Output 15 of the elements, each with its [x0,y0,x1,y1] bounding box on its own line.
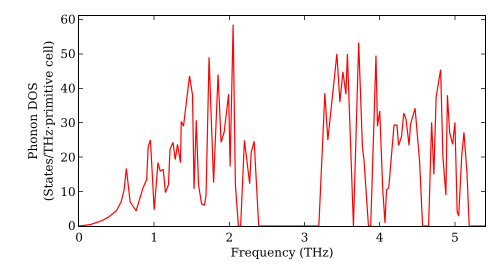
y-tick-label: 30 [60,116,76,130]
line-series [79,24,485,226]
x-tick-label: 3 [300,230,308,244]
y-tick-label: 60 [60,12,76,27]
y-axis-title: Phonon DOS (States/THz·primitive cell) [26,40,56,202]
x-axis-title: Frequency (THz) [230,245,334,260]
y-tick-label: 20 [60,150,76,164]
x-tick-label: 1 [150,230,158,244]
y-tick-label: 50 [60,47,76,62]
x-tick-label: 2 [226,230,234,244]
x-tick-label: 4 [376,230,384,244]
y-tick-label: 0 [68,219,76,234]
y-tick-label: 10 [60,184,76,199]
y-tick-label: 40 [60,82,76,96]
x-tick-label: 5 [451,230,459,244]
